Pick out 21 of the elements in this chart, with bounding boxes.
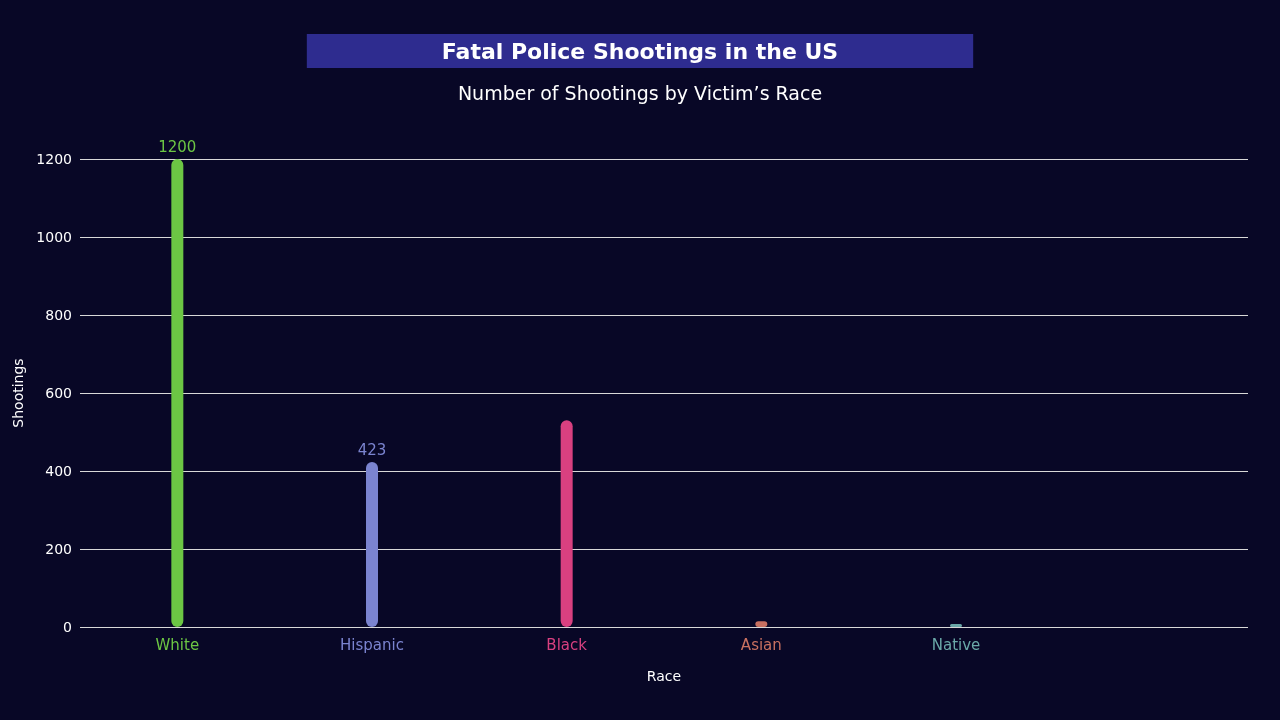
y-axis-title: Shootings	[10, 358, 27, 428]
x-tick-label: Native	[931, 635, 981, 654]
chart-subtitle: Number of Shootings by Victim’s Race	[457, 81, 823, 104]
x-tick-label: Black	[546, 635, 588, 654]
y-tick-label: 600	[45, 385, 72, 401]
x-tick-label: White	[155, 635, 200, 654]
bar	[366, 462, 378, 627]
bar	[560, 420, 573, 627]
chart-title: Fatal Police Shootings in the US	[441, 38, 839, 64]
bar	[171, 159, 184, 627]
y-tick-label: 800	[45, 307, 72, 323]
data-label: 1200	[158, 137, 197, 156]
y-tick-label: 400	[45, 463, 72, 479]
y-tick-label: 1000	[36, 229, 72, 245]
x-axis-title: Race	[646, 668, 682, 684]
y-tick-label: 200	[45, 541, 72, 557]
data-label: 423	[357, 440, 387, 459]
y-tick-label: 1200	[36, 151, 72, 167]
x-tick-label: Hispanic	[340, 635, 404, 654]
x-tick-label: Asian	[740, 635, 782, 654]
y-tick-label: 0	[63, 619, 72, 635]
